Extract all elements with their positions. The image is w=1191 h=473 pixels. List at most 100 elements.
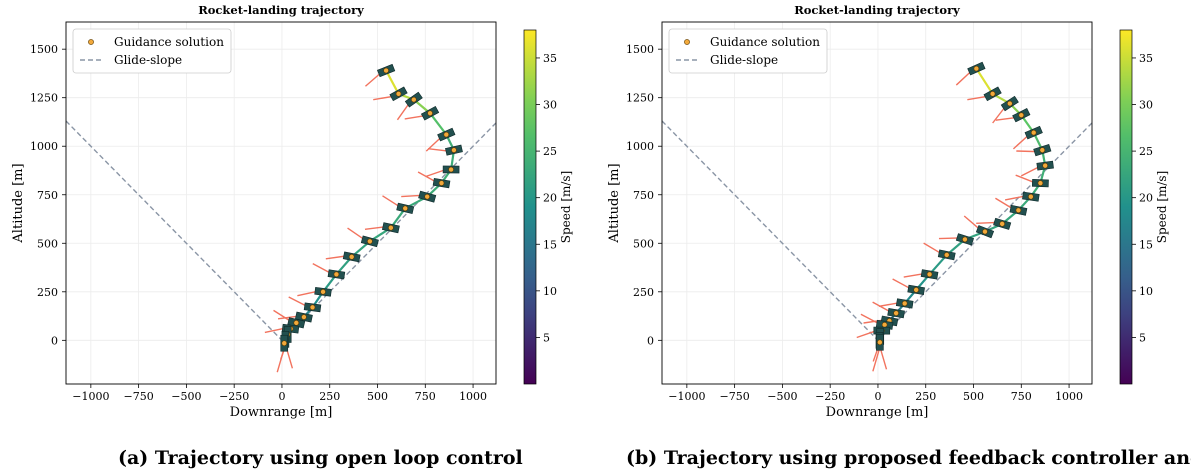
b-thrust-plume	[872, 301, 892, 313]
b-thrust-plume	[967, 95, 989, 101]
a-thrust-plume	[401, 194, 423, 198]
a-chart-title: Rocket-landing trajectory	[198, 3, 364, 17]
a-plot-area	[66, 63, 496, 373]
b-xtick-label: 750	[1011, 390, 1032, 403]
a-rocket	[373, 86, 408, 102]
a-axes-frame	[65, 21, 497, 385]
b-colorbar	[1119, 29, 1133, 385]
b-guidance-point	[1007, 100, 1013, 107]
b-rocket	[903, 269, 939, 280]
b-rocket	[872, 301, 905, 319]
a-colorbar-tick-label: 35	[543, 52, 557, 65]
b-rocket	[892, 278, 925, 295]
a-guidance-point	[395, 91, 402, 97]
b-guidance-point	[1039, 147, 1046, 153]
a-rocket	[297, 286, 332, 297]
b-guidance-point	[913, 287, 919, 293]
b-ytick-label: 0	[647, 334, 654, 347]
a-thrust-plume	[382, 195, 401, 208]
b-rocket	[995, 197, 1028, 216]
a-colorbar-tick-label: 20	[543, 192, 557, 205]
a-guidance-point	[438, 180, 445, 186]
a-legend-label-glide: Glide-slope	[114, 53, 182, 67]
a-guidance-point	[388, 224, 394, 231]
b-legend-label-guidance: Guidance solution	[710, 35, 820, 49]
a-thrust-plume	[297, 290, 319, 297]
a-rocket	[401, 190, 437, 203]
b-ytick-label: 500	[633, 237, 654, 250]
a-ytick-label: 250	[37, 286, 58, 299]
a-legend: Guidance solution Glide-slope	[72, 28, 232, 74]
a-thrust-plume	[277, 315, 300, 320]
a-legend-marker-guidance	[88, 39, 94, 45]
b-thrust-plume	[1012, 134, 1030, 150]
b-thrust-plume	[995, 116, 1017, 121]
a-thrust-plume	[373, 95, 395, 101]
a-thrust-plume	[396, 102, 411, 121]
b-rocket	[992, 95, 1019, 124]
a-xtick-label: 250	[319, 390, 340, 403]
b-thrust-plume	[976, 221, 998, 225]
a-thrust-plume	[264, 327, 286, 334]
a-rocket	[277, 311, 313, 323]
b-guidance-point	[1018, 112, 1025, 118]
a-x-axis-label: Downrange [m]	[230, 405, 333, 420]
b-thrust-plume	[1004, 195, 1027, 201]
a-guidance-point	[451, 147, 457, 153]
b-glide-slope-line	[662, 120, 1092, 342]
chart-a: −1000 −750 −500 −250 0 250 500 750 1000 0 250 500 75…	[11, 3, 573, 420]
b-guidance-point	[999, 221, 1005, 227]
a-thrust-plume	[312, 263, 332, 275]
b-rocket	[872, 333, 884, 372]
b-rocket	[878, 298, 914, 309]
b-rocket	[995, 108, 1031, 123]
b-grid	[662, 22, 1092, 384]
a-guidance-point	[301, 314, 307, 320]
a-rockets	[264, 63, 463, 373]
b-guidance-point	[1028, 193, 1034, 200]
b-colorbar-tick-label: 15	[1139, 238, 1153, 251]
a-xtick-label: 750	[415, 390, 436, 403]
b-guidance-point	[943, 252, 950, 258]
a-rocket	[312, 263, 346, 280]
a-guidance-point	[281, 340, 288, 347]
b-rocket	[938, 233, 974, 246]
b-thrust-plume	[903, 272, 925, 278]
a-ytick-label: 0	[51, 334, 58, 347]
b-thrust-plume	[1016, 150, 1038, 153]
b-plot-area	[662, 61, 1092, 372]
b-guidance-point	[982, 228, 988, 235]
a-ytick-label: 1250	[30, 92, 58, 105]
b-rocket	[923, 242, 956, 261]
a-guidance-point	[383, 67, 389, 74]
b-guidance-point	[1030, 129, 1037, 136]
b-legend-label-glide: Glide-slope	[710, 53, 778, 67]
b-xtick-label: −1000	[668, 390, 705, 403]
chart-b: −1000 −750 −500 −250 0 250 500 750 1000 0 250 500 75…	[607, 3, 1169, 420]
b-colorbar-tick-label: 5	[1139, 331, 1146, 344]
b-trajectory-segment	[975, 67, 994, 95]
a-thrust-plume	[276, 348, 285, 373]
a-guidance-point	[293, 320, 300, 326]
a-rocket	[325, 251, 361, 263]
b-xtick-label: −750	[720, 390, 750, 403]
b-ytick-label: 750	[633, 189, 654, 202]
b-rocket	[1016, 143, 1052, 157]
a-guidance-point	[443, 131, 450, 138]
b-rocket	[1004, 191, 1040, 202]
a-colorbar-tick-label: 15	[543, 238, 557, 251]
b-colorbar-tick-label: 20	[1139, 192, 1153, 205]
a-xtick-label: −750	[124, 390, 154, 403]
b-thrust-plume	[995, 197, 1014, 210]
b-colorbar-tick-label: 35	[1139, 52, 1153, 65]
a-rocket	[382, 195, 415, 214]
b-guidance-point	[1015, 207, 1022, 214]
a-ytick-label: 500	[37, 237, 58, 250]
b-thrust-plume	[878, 301, 900, 307]
b-legend: Guidance solution Glide-slope	[668, 28, 828, 74]
a-colorbar	[523, 29, 537, 385]
b-thrust-plume	[955, 70, 973, 86]
caption-a: (a) Trajectory using open loop control	[118, 447, 523, 469]
a-guidance-point	[333, 271, 340, 278]
a-y-axis-label: Altitude [m]	[11, 163, 26, 243]
